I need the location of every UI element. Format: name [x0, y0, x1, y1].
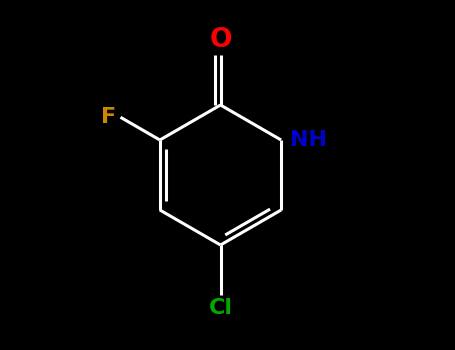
- Text: NH: NH: [290, 130, 327, 150]
- Text: F: F: [101, 107, 116, 127]
- Text: O: O: [209, 27, 232, 53]
- Text: Cl: Cl: [208, 298, 233, 318]
